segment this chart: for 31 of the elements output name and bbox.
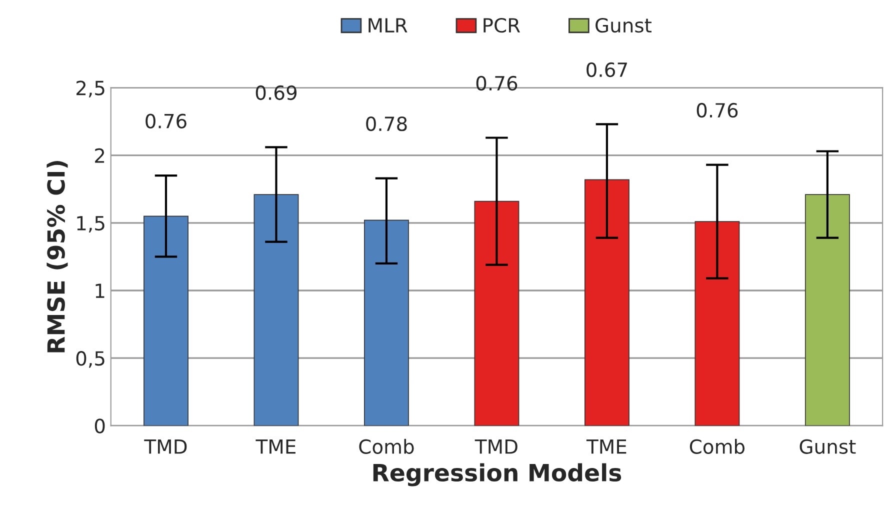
x-tick-label: TME: [586, 439, 626, 454]
x-tick-label: Comb: [359, 438, 414, 454]
bar: [804, 194, 850, 426]
y-axis-title: RMSE (95% CI): [46, 161, 68, 352]
x-axis-title: Regression Models: [373, 463, 622, 486]
bar: [364, 220, 409, 426]
bar: [144, 216, 188, 426]
annotation: 0.78: [366, 116, 407, 132]
annotation: 0.76: [476, 76, 518, 91]
y-tick-label: 1,5: [77, 216, 104, 233]
text: 0.67: [586, 62, 627, 78]
y-tick-label: 0,5: [76, 351, 104, 368]
annotation: 0.76: [146, 114, 186, 128]
x-tick-label: Comb: [690, 438, 745, 454]
x-tick-label: TMD: [144, 439, 187, 454]
bar: [694, 221, 740, 426]
annotation: 0.76: [696, 102, 738, 118]
annotation: 0.69: [256, 85, 297, 100]
y-tick-label: 2,5: [76, 80, 104, 98]
x-tick-label: Gunst: [800, 439, 856, 454]
legend-label: MLR: [368, 18, 408, 32]
bar: [474, 200, 520, 426]
x-tick-label: TMD: [474, 439, 518, 454]
legend-label: PCR: [484, 18, 520, 33]
x-tick-label: TME: [256, 439, 296, 454]
y-tick-label: 1: [96, 284, 104, 298]
y-tick-label: 0: [94, 418, 105, 434]
bar: [254, 194, 299, 426]
legend-label: Gunst: [596, 18, 652, 33]
bar: [584, 179, 630, 426]
y-tick-label: 2: [95, 148, 104, 163]
